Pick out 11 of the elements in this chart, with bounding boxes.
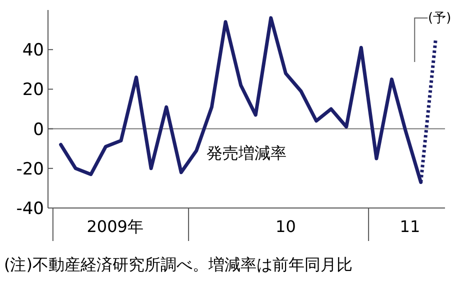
x-tick-label: 10 [276, 217, 296, 236]
y-tick-label: 0 [33, 120, 44, 140]
y-tick-label: 20 [22, 80, 44, 100]
y-tick-label: 40 [22, 40, 44, 61]
x-tick-label: 11 [400, 217, 420, 236]
annotation: (予) [428, 11, 452, 26]
y-tick-label: -40 [16, 198, 44, 219]
y-tick-label: -20 [16, 159, 44, 180]
series-label: 発売増減率 [206, 144, 286, 162]
text: (注)不動産経済研究所調べ。増減率は前年同月比 [4, 255, 352, 274]
x-tick-label: 2009年 [86, 217, 144, 236]
